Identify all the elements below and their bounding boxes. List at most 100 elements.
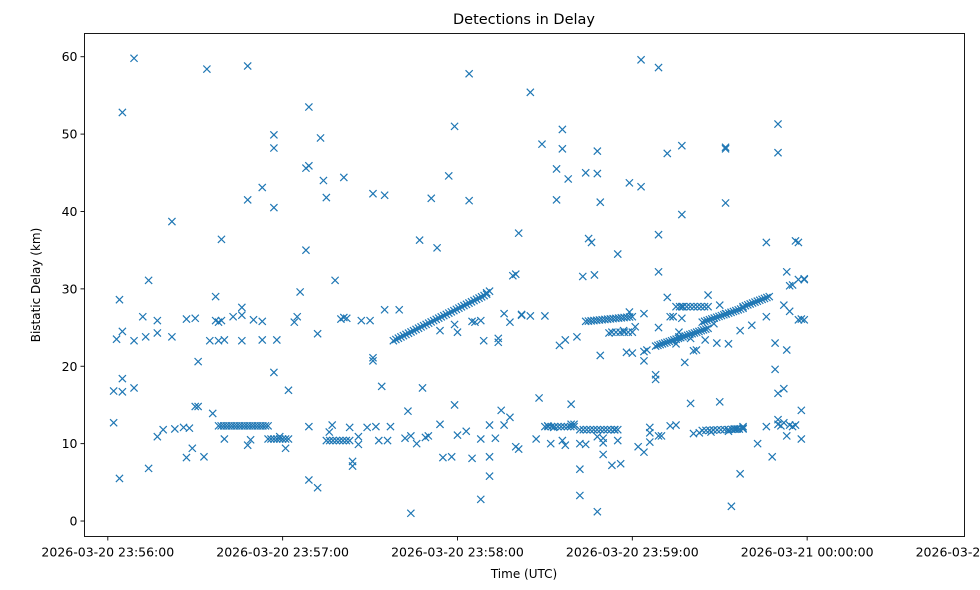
data-point [444, 309, 453, 318]
data-point [552, 164, 561, 173]
data-point [729, 307, 738, 316]
data-point [437, 312, 446, 321]
data-point [771, 339, 780, 348]
data-point [755, 296, 764, 305]
data-point [658, 339, 667, 348]
data-point [681, 332, 690, 341]
data-point [153, 432, 162, 441]
data-point [540, 422, 549, 431]
data-point [586, 425, 595, 434]
data-point [616, 459, 625, 468]
data-point [698, 426, 707, 435]
data-point [237, 303, 246, 312]
data-point [389, 336, 398, 345]
data-point [645, 423, 654, 432]
data-point [464, 299, 474, 308]
data-point [663, 149, 672, 158]
data-point [688, 329, 697, 338]
data-point [429, 316, 438, 325]
y-tick-label: 20 [62, 359, 78, 374]
data-point [671, 421, 681, 430]
data-point [677, 210, 686, 219]
data-point [422, 320, 431, 329]
data-point [462, 427, 471, 436]
data-point [424, 319, 433, 328]
data-point [482, 290, 491, 299]
data-point [494, 334, 503, 343]
data-point [472, 295, 481, 304]
data-point [394, 334, 403, 343]
data-point [427, 317, 436, 326]
data-point [604, 328, 614, 338]
data-point [313, 329, 322, 338]
data-point [395, 305, 404, 314]
data-point [109, 386, 118, 396]
x-tick-label: 2026-03-20 23:57:00 [216, 545, 349, 560]
data-point [313, 483, 322, 492]
data-point [683, 331, 692, 340]
data-point [182, 453, 191, 462]
data-point [269, 144, 278, 153]
data-point [199, 452, 208, 461]
data-point [497, 406, 506, 415]
x-axis-ticks: 2026-03-20 23:56:00 2026-03-20 23:57:00 20… [41, 536, 980, 560]
data-point [719, 310, 728, 319]
data-point [386, 422, 395, 431]
data-point [785, 307, 794, 316]
data-point [401, 330, 410, 339]
data-point [406, 327, 416, 336]
data-point [692, 328, 701, 337]
data-point [304, 475, 313, 485]
data-point [689, 346, 698, 355]
data-point [779, 301, 788, 310]
data-point [328, 436, 338, 445]
data-point [457, 302, 466, 311]
data-point [485, 452, 494, 461]
data-point [345, 436, 354, 445]
data-point [465, 69, 474, 78]
data-point [603, 425, 612, 434]
data-point [284, 386, 293, 395]
data-point [194, 402, 203, 411]
data-point [625, 178, 634, 187]
data-point [170, 424, 179, 433]
data-point [514, 229, 523, 238]
data-point [584, 234, 593, 243]
data-point [485, 472, 494, 481]
scatter-markers [109, 54, 809, 518]
data-point [671, 302, 681, 311]
data-point [639, 356, 648, 365]
data-point [773, 389, 783, 398]
data-point [368, 356, 378, 365]
data-point [237, 311, 246, 320]
data-point [797, 434, 806, 444]
data-point [339, 313, 348, 322]
data-point [368, 189, 378, 198]
data-point [374, 436, 383, 445]
data-point [505, 413, 514, 422]
data-point [557, 422, 566, 431]
data-point [220, 434, 229, 444]
data-point [354, 432, 363, 441]
data-point [404, 329, 413, 338]
data-point [575, 491, 584, 500]
data-point [669, 312, 678, 321]
data-point [637, 182, 646, 191]
data-point [182, 315, 191, 324]
data-point [345, 423, 354, 432]
data-point [304, 102, 313, 112]
data-point [354, 440, 363, 449]
data-point [380, 191, 389, 200]
data-point [590, 270, 599, 279]
data-point [645, 438, 654, 447]
data-point [589, 425, 598, 434]
data-point [526, 311, 535, 320]
y-tick-label: 60 [62, 49, 78, 64]
data-point [639, 309, 648, 318]
data-point [450, 122, 459, 131]
data-point [229, 312, 238, 321]
data-point [500, 309, 509, 318]
data-point [704, 324, 713, 333]
data-point [587, 238, 596, 247]
data-point [138, 312, 147, 321]
